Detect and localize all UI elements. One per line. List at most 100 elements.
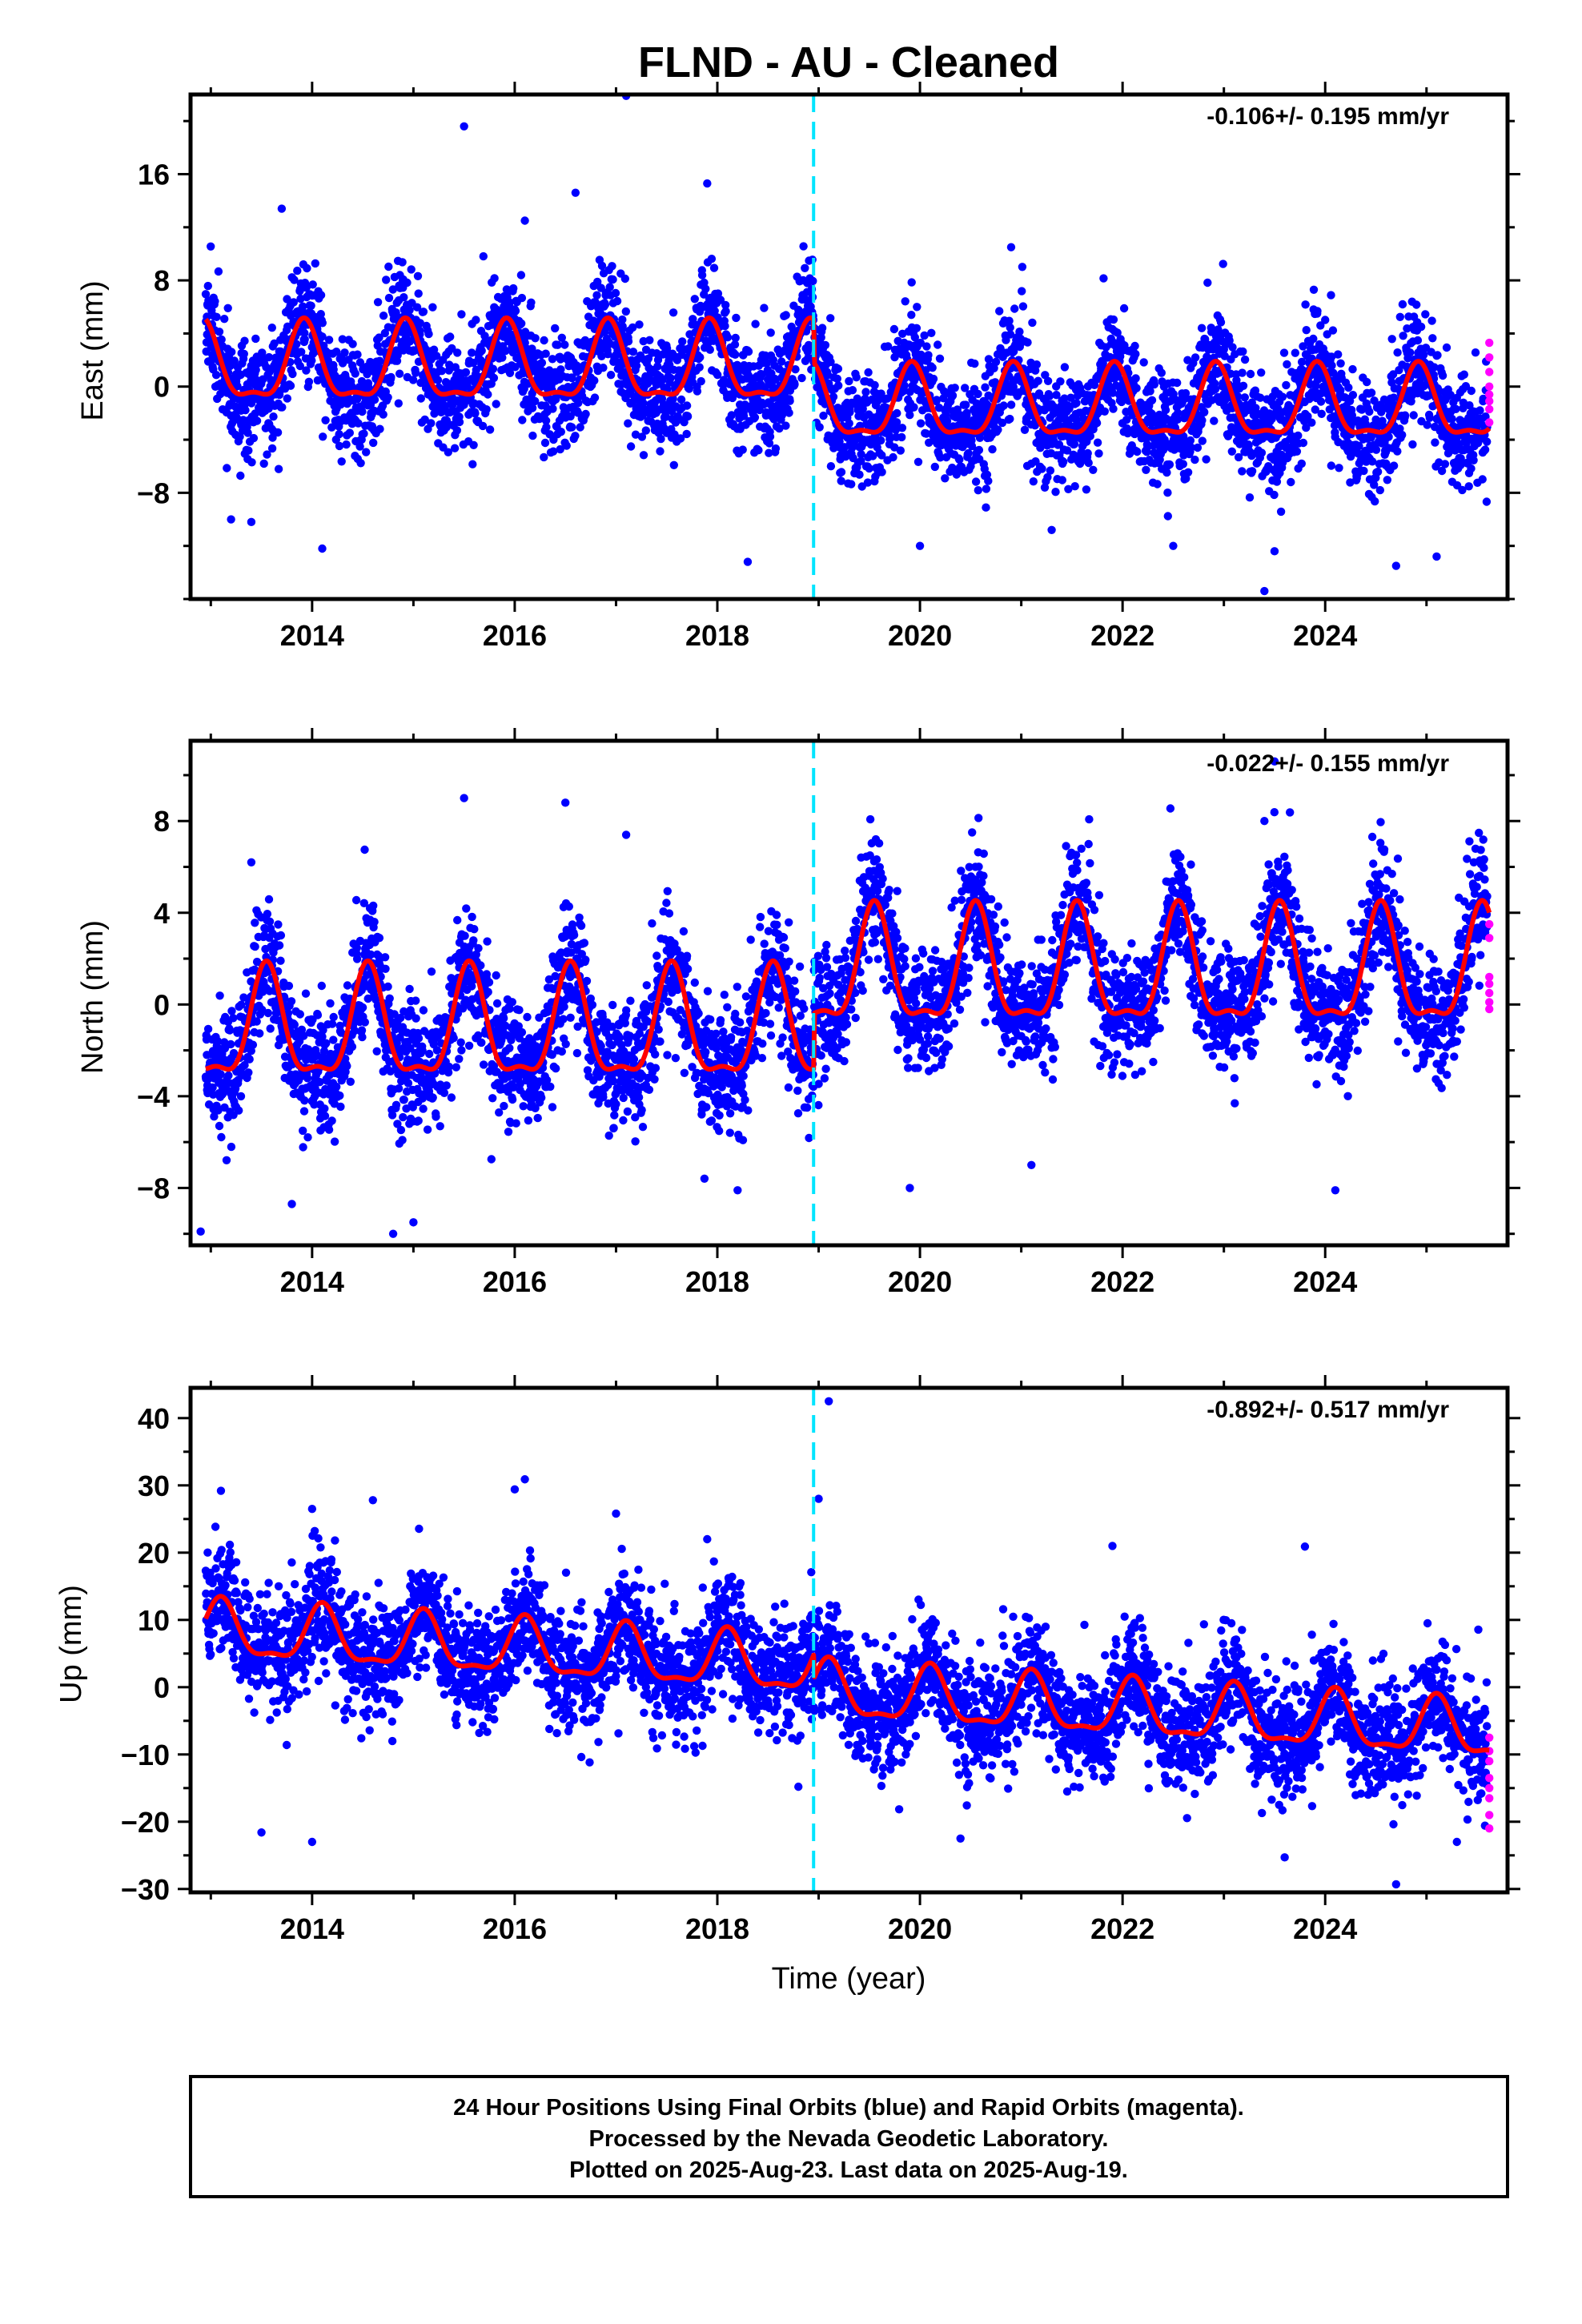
final-orbit-point xyxy=(414,289,423,298)
final-orbit-point xyxy=(541,416,551,425)
final-orbit-point xyxy=(1283,360,1291,369)
final-orbit-point xyxy=(809,276,817,286)
final-orbit-point xyxy=(924,351,933,360)
final-orbit-point xyxy=(1191,455,1199,464)
final-orbit-point xyxy=(1393,447,1402,456)
final-orbit-point xyxy=(682,401,692,410)
final-orbit-point xyxy=(227,419,237,428)
final-orbit-point xyxy=(942,416,952,426)
final-orbit-point xyxy=(889,324,899,334)
final-orbit-point xyxy=(1216,318,1226,327)
final-orbit-point xyxy=(1109,404,1118,413)
final-orbit-point xyxy=(1238,368,1247,377)
final-orbit-point xyxy=(1131,374,1140,383)
final-orbit-point xyxy=(1260,586,1269,596)
north-data-points xyxy=(196,757,1494,1238)
final-orbit-point xyxy=(302,366,311,375)
final-orbit-point xyxy=(999,401,1008,410)
final-orbit-point xyxy=(707,255,717,263)
final-orbit-point xyxy=(766,328,775,337)
final-orbit-point xyxy=(553,340,562,349)
final-orbit-point xyxy=(927,328,936,337)
final-orbit-point xyxy=(834,381,843,390)
final-orbit-point xyxy=(471,409,480,418)
final-orbit-point xyxy=(300,328,309,338)
final-orbit-point xyxy=(1359,466,1368,476)
final-orbit-point xyxy=(760,304,769,312)
final-orbit-point xyxy=(765,439,774,448)
final-orbit-point xyxy=(283,322,292,331)
final-orbit-point xyxy=(632,361,641,370)
final-orbit-point xyxy=(982,470,992,479)
final-orbit-point xyxy=(1219,259,1227,268)
final-orbit-point xyxy=(230,356,239,365)
final-orbit-point xyxy=(669,395,677,404)
final-orbit-point xyxy=(490,274,499,283)
final-orbit-point xyxy=(528,404,537,412)
final-orbit-point xyxy=(620,274,629,283)
final-orbit-point xyxy=(1109,315,1118,324)
final-orbit-point xyxy=(318,319,327,328)
final-orbit-point xyxy=(383,393,392,402)
rapid-orbit-point xyxy=(1485,338,1494,348)
final-orbit-point xyxy=(342,440,351,449)
final-orbit-point xyxy=(389,315,399,324)
final-orbit-point xyxy=(274,464,283,473)
final-orbit-point xyxy=(295,361,304,371)
final-orbit-point xyxy=(557,333,566,342)
final-orbit-point xyxy=(1197,324,1207,332)
final-orbit-point xyxy=(581,409,590,419)
final-orbit-point xyxy=(1371,497,1379,506)
final-orbit-point xyxy=(556,444,564,454)
final-orbit-point xyxy=(837,468,846,476)
final-orbit-point xyxy=(922,342,931,351)
final-orbit-point xyxy=(653,362,662,371)
final-orbit-point xyxy=(375,934,384,943)
final-orbit-point xyxy=(576,423,584,432)
final-orbit-point xyxy=(442,416,452,425)
final-orbit-point xyxy=(1059,457,1068,466)
final-orbit-point xyxy=(240,336,249,345)
final-orbit-point xyxy=(984,476,993,485)
final-orbit-point xyxy=(485,425,495,434)
final-orbit-point xyxy=(653,356,663,364)
final-orbit-point xyxy=(509,283,518,293)
final-orbit-point xyxy=(241,406,250,415)
final-orbit-point xyxy=(203,281,212,291)
final-orbit-point xyxy=(1133,447,1142,456)
final-orbit-point xyxy=(1471,348,1480,357)
final-orbit-point xyxy=(935,354,945,363)
final-orbit-point xyxy=(955,455,964,464)
final-orbit-point xyxy=(277,204,287,213)
final-orbit-point xyxy=(1157,368,1166,377)
final-orbit-point xyxy=(801,263,809,272)
final-orbit-point xyxy=(548,355,557,364)
final-orbit-point xyxy=(1425,413,1435,422)
final-orbit-point xyxy=(302,283,311,292)
final-orbit-point xyxy=(472,365,480,375)
final-orbit-point xyxy=(1015,328,1024,336)
final-orbit-point xyxy=(1186,436,1195,445)
final-orbit-point xyxy=(270,339,279,348)
final-orbit-point xyxy=(537,358,547,368)
final-orbit-point xyxy=(1393,348,1402,357)
final-orbit-point xyxy=(970,359,979,368)
final-orbit-point xyxy=(826,357,835,367)
final-orbit-point xyxy=(738,445,747,454)
final-orbit-point xyxy=(1153,480,1162,489)
final-orbit-point xyxy=(907,311,916,320)
final-orbit-point xyxy=(1294,431,1303,440)
final-orbit-point xyxy=(416,394,425,403)
final-orbit-point xyxy=(1309,285,1319,294)
final-orbit-point xyxy=(214,267,223,276)
final-orbit-point xyxy=(304,377,314,386)
final-orbit-point xyxy=(950,384,959,392)
figure-title: FLND - AU - Cleaned xyxy=(638,38,1059,86)
final-orbit-point xyxy=(268,433,277,442)
final-orbit-point xyxy=(498,353,507,362)
final-orbit-point xyxy=(645,336,654,344)
final-orbit-point xyxy=(505,298,514,307)
final-orbit-point xyxy=(207,242,215,251)
final-orbit-point xyxy=(488,364,498,373)
final-orbit-point xyxy=(695,363,704,372)
